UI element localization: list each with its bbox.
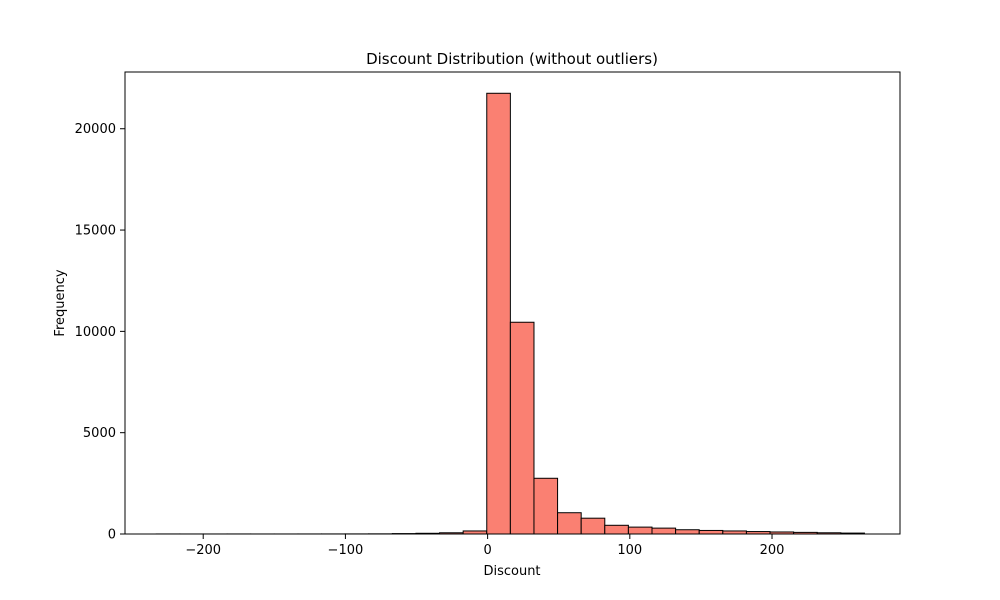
histogram-bar — [604, 524, 629, 535]
histogram-bar — [675, 529, 700, 535]
x-tick-label: −200 — [185, 543, 221, 558]
y-axis-title: Frequency — [53, 269, 68, 336]
histogram-bar — [509, 321, 535, 535]
histogram-bar — [698, 529, 724, 535]
histogram-bar — [580, 517, 606, 535]
y-tick-label: 10000 — [75, 325, 116, 340]
bars-layer — [155, 92, 865, 535]
x-tick-label: −100 — [328, 543, 364, 558]
y-axis-ticks: 0 5000 10000 15000 20000 — [75, 122, 125, 543]
x-tick-label: 0 — [483, 543, 491, 558]
histogram-bar — [651, 527, 677, 535]
y-tick-label: 20000 — [75, 122, 116, 137]
plot-area-frame — [124, 71, 901, 535]
x-axis-title: Discount — [483, 564, 540, 579]
histogram-bar — [557, 512, 582, 535]
y-tick-label: 0 — [108, 528, 116, 543]
histogram-bar — [627, 526, 653, 535]
x-axis-ticks: −200 −100 0 100 200 — [185, 534, 784, 558]
y-tick-label: 15000 — [75, 224, 116, 239]
y-tick-label: 5000 — [83, 426, 116, 441]
histogram-bar — [486, 92, 511, 535]
chart-title: Discount Distribution (without outliers) — [366, 50, 658, 68]
x-tick-label: 100 — [617, 543, 642, 558]
histogram-bar — [533, 477, 559, 535]
x-tick-label: 200 — [760, 543, 785, 558]
